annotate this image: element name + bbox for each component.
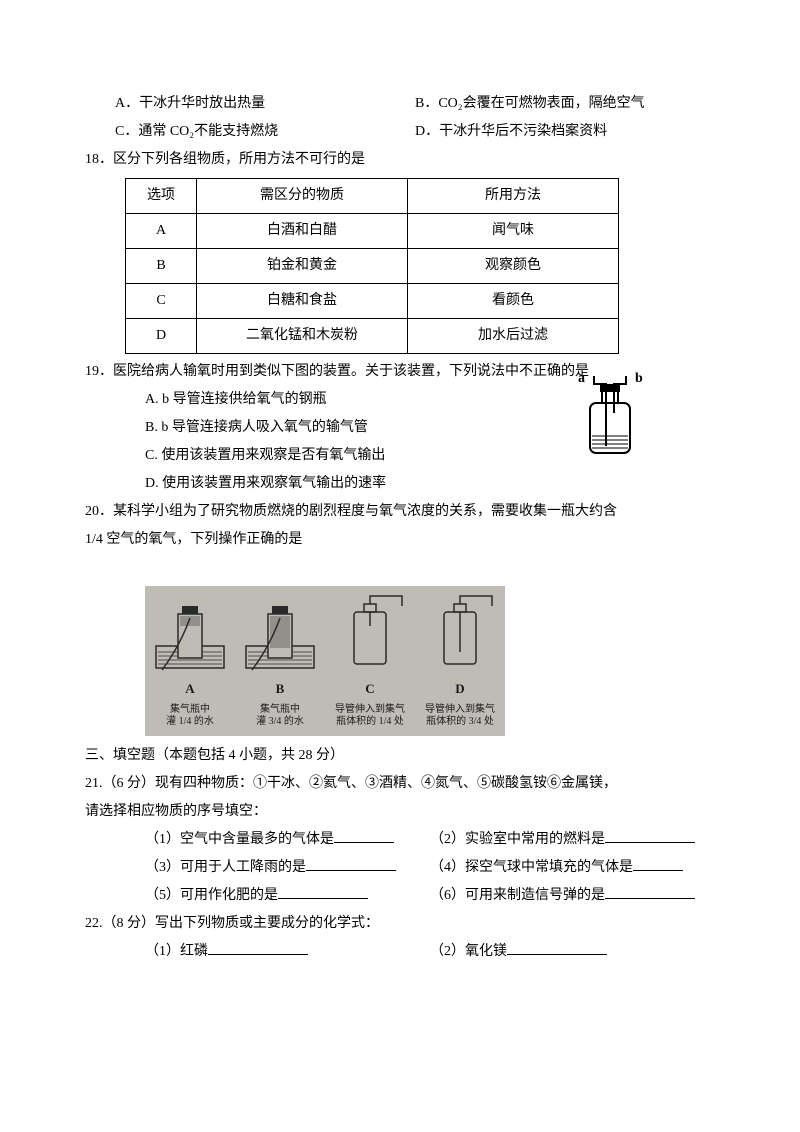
q20-fig-a: [150, 586, 230, 676]
q19-label-b: b: [635, 371, 643, 386]
q17-options-row1: A．干冰升华时放出热量 B．CO₂会覆在可燃物表面，隔绝空气: [85, 90, 715, 118]
fill-blank[interactable]: [306, 856, 396, 871]
q20-cap-b: 集气瓶中灌 3/4 的水: [256, 704, 304, 730]
q19-bottle-diagram: a b: [560, 368, 660, 468]
q21-i6-text: （6）可用来制造信号弹的是: [430, 888, 605, 903]
q18-r1c2: 铂金和黄金: [197, 249, 408, 284]
q17-options-row2: C．通常 CO₂不能支持燃烧 D．干冰升华后不污染档案资料: [85, 118, 715, 146]
q18-r2c2: 白糖和食盐: [197, 284, 408, 319]
q22-item-1: （1）红磷: [145, 938, 430, 966]
q20-fig-c: [330, 586, 410, 676]
q21-i1-text: （1）空气中含量最多的气体是: [145, 832, 334, 847]
q21-item-4: （4）探空气球中常填充的气体是: [430, 854, 715, 882]
q21-item-5: （5）可用作化肥的是: [145, 882, 430, 910]
q17-opt-b: B．CO₂会覆在可燃物表面，隔绝空气: [415, 90, 715, 118]
q20-label-b: B: [276, 676, 285, 702]
q20-cap-a: 集气瓶中灌 1/4 的水: [166, 704, 214, 730]
q21-line1: 21.（6 分）现有四种物质：①干冰、②氦气、③酒精、④氮气、⑤碳酸氢铵⑥金属镁…: [85, 770, 715, 798]
q21-row2: （3）可用于人工降雨的是 （4）探空气球中常填充的气体是: [85, 854, 715, 882]
q22-item-2: （2）氧化镁: [430, 938, 715, 966]
q20-line2: 1/4 空气的氧气，下列操作正确的是: [85, 526, 715, 554]
q21-row1: （1）空气中含量最多的气体是 （2）实验室中常用的燃料是: [85, 826, 715, 854]
q18-r2c3: 看颜色: [408, 284, 619, 319]
q21-i4-text: （4）探空气球中常填充的气体是: [430, 860, 633, 875]
fill-blank[interactable]: [605, 884, 695, 899]
q21-i3-text: （3）可用于人工降雨的是: [145, 860, 306, 875]
fill-blank[interactable]: [278, 884, 368, 899]
fill-blank[interactable]: [208, 940, 308, 955]
q18-th-1: 选项: [126, 179, 197, 214]
q18-r3c1: D: [126, 319, 197, 354]
fill-blank[interactable]: [507, 940, 607, 955]
q21-item-6: （6）可用来制造信号弹的是: [430, 882, 715, 910]
q17-opt-a: A．干冰升华时放出热量: [115, 90, 415, 118]
fill-blank[interactable]: [334, 828, 394, 843]
q18-r2c1: C: [126, 284, 197, 319]
q22-i2-text: （2）氧化镁: [430, 944, 507, 959]
q20-image: A 集气瓶中灌 1/4 的水 B 集气瓶中灌 3/4 的水: [145, 586, 505, 736]
q18-r3c3: 加水后过滤: [408, 319, 619, 354]
q21-i2-text: （2）实验室中常用的燃料是: [430, 832, 605, 847]
q18-r0c1: A: [126, 214, 197, 249]
fill-blank[interactable]: [633, 856, 683, 871]
q20-fig-b: [240, 586, 320, 676]
q21-row3: （5）可用作化肥的是 （6）可用来制造信号弹的是: [85, 882, 715, 910]
q21-item-2: （2）实验室中常用的燃料是: [430, 826, 715, 854]
q18-r0c2: 白酒和白醋: [197, 214, 408, 249]
q18-table: 选项 需区分的物质 所用方法 A 白酒和白醋 闻气味 B 铂金和黄金 观察颜色 …: [125, 178, 619, 354]
q17-opt-d: D．干冰升华后不污染档案资料: [415, 118, 715, 146]
q20-fig-d: [420, 586, 500, 676]
q20-label-c: C: [365, 676, 374, 702]
q18-r3c2: 二氧化锰和木炭粉: [197, 319, 408, 354]
q22-stem: 22.（8 分）写出下列物质或主要成分的化学式：: [85, 910, 715, 938]
q22-i1-text: （1）红磷: [145, 944, 208, 959]
q22-row1: （1）红磷 （2）氧化镁: [85, 938, 715, 966]
q18-th-3: 所用方法: [408, 179, 619, 214]
q21-item-1: （1）空气中含量最多的气体是: [145, 826, 430, 854]
q20-label-d: D: [455, 676, 464, 702]
q18-stem: 18．区分下列各组物质，所用方法不可行的是: [85, 146, 715, 174]
q19-label-a: a: [578, 371, 585, 386]
q21-item-3: （3）可用于人工降雨的是: [145, 854, 430, 882]
section3-title: 三、填空题（本题包括 4 小题，共 28 分）: [85, 742, 715, 770]
q18-th-2: 需区分的物质: [197, 179, 408, 214]
q20-line1: 20．某科学小组为了研究物质燃烧的剧烈程度与氧气浓度的关系，需要收集一瓶大约含: [85, 498, 715, 526]
q21-line2: 请选择相应物质的序号填空：: [85, 798, 715, 826]
q20-label-a: A: [185, 676, 194, 702]
q21-i5-text: （5）可用作化肥的是: [145, 888, 278, 903]
q18-r0c3: 闻气味: [408, 214, 619, 249]
fill-blank[interactable]: [605, 828, 695, 843]
q17-opt-c: C．通常 CO₂不能支持燃烧: [115, 118, 415, 146]
q18-r1c3: 观察颜色: [408, 249, 619, 284]
q18-r1c1: B: [126, 249, 197, 284]
q20-cap-d: 导管伸入到集气瓶体积的 3/4 处: [425, 704, 495, 730]
q19-opt-d: D. 使用该装置用来观察氧气输出的速率: [85, 470, 715, 498]
q20-cap-c: 导管伸入到集气瓶体积的 1/4 处: [335, 704, 405, 730]
